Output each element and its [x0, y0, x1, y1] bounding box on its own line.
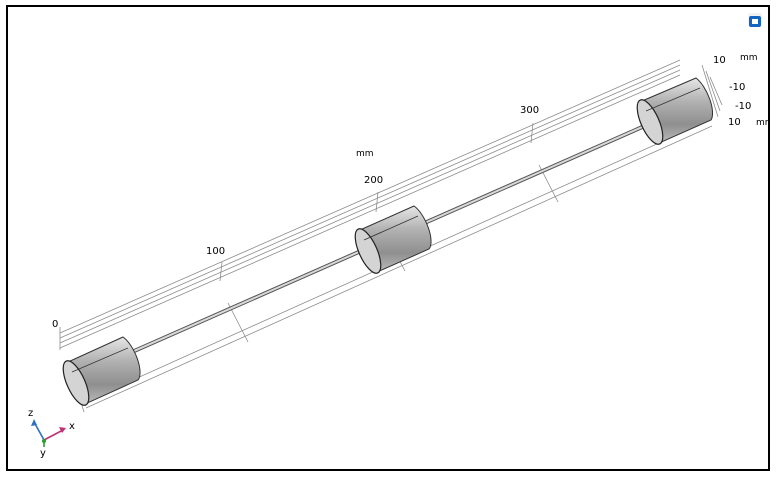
- graphics-viewport[interactable]: 0 100 200 300 mm 10 mm -10 -10 10 mm z x…: [6, 5, 770, 471]
- length-tick-0: 0: [52, 319, 58, 330]
- cylinder-right[interactable]: [632, 77, 714, 148]
- triad-z-label: z: [28, 408, 33, 419]
- length-tick-100: 100: [206, 246, 225, 257]
- triad-z-arrow: [31, 419, 37, 426]
- view-toggle-icon: [749, 16, 761, 27]
- triad-y-label: y: [40, 448, 46, 459]
- triad-x-axis: [43, 429, 64, 441]
- 3d-scene[interactable]: 0 100 200 300 mm 10 mm -10 -10 10 mm z x…: [8, 7, 770, 471]
- length-tick-300: 300: [520, 105, 539, 116]
- triad-x-label: x: [69, 421, 75, 432]
- z-tick-top: 10: [713, 55, 726, 66]
- triad-x-arrow: [59, 427, 66, 433]
- cylinder-middle[interactable]: [350, 205, 432, 277]
- length-unit-label: mm: [356, 149, 374, 159]
- axis-triad: z x y: [28, 408, 75, 459]
- z-unit-label: mm: [740, 53, 758, 63]
- y-unit-label: mm: [756, 118, 770, 128]
- triad-origin: [42, 439, 46, 443]
- y-tick-second: 10: [728, 117, 741, 128]
- y-tick-first: -10: [735, 101, 751, 112]
- view-toggle-button[interactable]: [748, 13, 762, 27]
- length-tick-200: 200: [364, 175, 383, 186]
- cylinder-left[interactable]: [58, 336, 141, 409]
- z-tick-bottom: -10: [729, 82, 745, 93]
